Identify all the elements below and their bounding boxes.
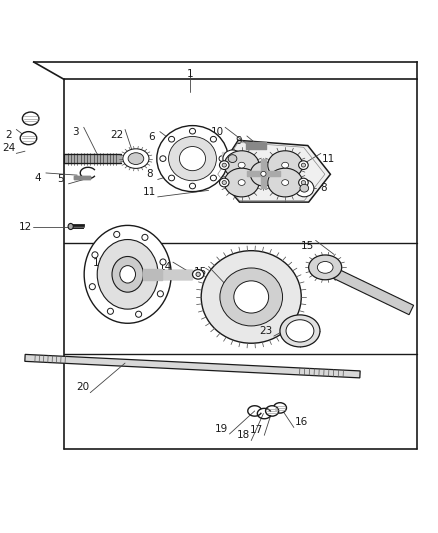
Text: 24: 24 <box>2 143 15 153</box>
Ellipse shape <box>222 163 226 167</box>
Ellipse shape <box>294 180 313 197</box>
Ellipse shape <box>120 265 135 283</box>
Ellipse shape <box>224 151 258 180</box>
Ellipse shape <box>233 281 268 313</box>
Ellipse shape <box>224 168 258 197</box>
Ellipse shape <box>260 172 265 176</box>
Text: 5: 5 <box>57 174 64 183</box>
Text: 6: 6 <box>148 132 155 142</box>
Ellipse shape <box>123 149 148 168</box>
Ellipse shape <box>265 406 278 416</box>
Text: 2: 2 <box>5 130 12 140</box>
Text: 15: 15 <box>194 266 207 277</box>
Ellipse shape <box>97 239 158 309</box>
Ellipse shape <box>20 132 37 144</box>
Ellipse shape <box>223 150 241 167</box>
Text: 3: 3 <box>72 127 79 138</box>
Text: 11: 11 <box>321 154 335 164</box>
Ellipse shape <box>298 161 307 169</box>
Ellipse shape <box>298 178 307 187</box>
Ellipse shape <box>113 231 120 238</box>
Text: 13: 13 <box>93 259 106 269</box>
Ellipse shape <box>22 112 39 125</box>
Ellipse shape <box>84 225 171 324</box>
Ellipse shape <box>159 259 166 265</box>
Text: 8: 8 <box>146 169 153 179</box>
Ellipse shape <box>179 147 205 171</box>
Text: 11: 11 <box>143 187 156 197</box>
Ellipse shape <box>92 252 98 258</box>
Ellipse shape <box>238 180 244 185</box>
Ellipse shape <box>300 181 305 184</box>
Ellipse shape <box>286 320 313 342</box>
Text: 17: 17 <box>249 425 262 435</box>
Ellipse shape <box>230 152 232 166</box>
Ellipse shape <box>210 136 216 142</box>
Ellipse shape <box>68 223 73 230</box>
Text: 10: 10 <box>210 127 223 138</box>
Ellipse shape <box>300 163 305 167</box>
Text: 4: 4 <box>35 173 41 183</box>
Ellipse shape <box>128 153 143 165</box>
Text: 12: 12 <box>18 222 32 232</box>
Ellipse shape <box>219 268 282 326</box>
Text: 16: 16 <box>294 417 307 427</box>
Ellipse shape <box>308 255 341 280</box>
Ellipse shape <box>159 156 166 161</box>
Ellipse shape <box>219 178 229 187</box>
Ellipse shape <box>317 262 332 273</box>
Text: 19: 19 <box>215 424 228 434</box>
Text: 1: 1 <box>187 69 193 79</box>
Ellipse shape <box>168 175 174 181</box>
Polygon shape <box>216 140 330 202</box>
Text: 14: 14 <box>158 262 171 272</box>
Ellipse shape <box>168 136 174 142</box>
Text: 18: 18 <box>236 430 250 440</box>
Ellipse shape <box>299 184 308 192</box>
Ellipse shape <box>157 291 163 297</box>
Ellipse shape <box>210 175 216 181</box>
Polygon shape <box>25 354 359 378</box>
Ellipse shape <box>273 402 286 413</box>
Text: 15: 15 <box>300 240 314 251</box>
Text: 8: 8 <box>319 183 326 193</box>
Ellipse shape <box>112 256 143 292</box>
Ellipse shape <box>141 235 148 240</box>
Ellipse shape <box>219 161 229 169</box>
Ellipse shape <box>267 151 302 180</box>
Ellipse shape <box>189 128 195 134</box>
Text: 9: 9 <box>235 136 242 146</box>
Ellipse shape <box>219 156 225 161</box>
Ellipse shape <box>267 168 302 197</box>
Ellipse shape <box>156 126 228 191</box>
Text: 22: 22 <box>110 130 124 140</box>
Ellipse shape <box>279 315 319 347</box>
Text: 7: 7 <box>155 158 162 168</box>
Ellipse shape <box>238 162 244 168</box>
Ellipse shape <box>192 270 203 279</box>
Text: 23: 23 <box>259 326 272 336</box>
Ellipse shape <box>189 183 195 189</box>
Ellipse shape <box>281 162 288 168</box>
Ellipse shape <box>201 251 300 343</box>
Ellipse shape <box>281 180 288 185</box>
Ellipse shape <box>168 136 216 181</box>
Text: 20: 20 <box>76 383 89 392</box>
Ellipse shape <box>222 181 226 184</box>
Polygon shape <box>328 267 413 314</box>
Ellipse shape <box>135 311 141 317</box>
Ellipse shape <box>89 284 95 290</box>
Ellipse shape <box>107 308 113 314</box>
Ellipse shape <box>228 155 237 163</box>
Ellipse shape <box>195 272 200 277</box>
Ellipse shape <box>250 161 276 186</box>
